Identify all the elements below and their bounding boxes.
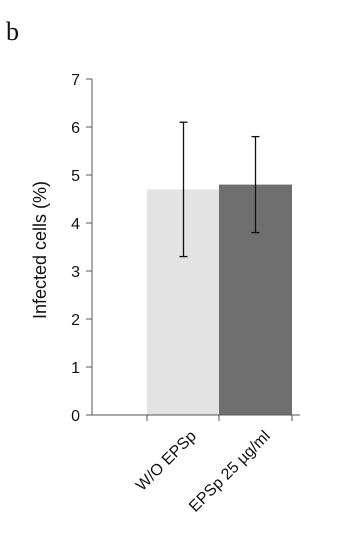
- x-category-label-1: W/O EPSp: [133, 428, 200, 495]
- x-category-label-2: EPSp 25 µg/ml: [186, 428, 274, 516]
- panel-label: b: [6, 17, 19, 46]
- y-tick-label-4: 4: [71, 216, 80, 233]
- y-tick-label-2: 2: [71, 312, 80, 329]
- y-tick-label-6: 6: [71, 120, 80, 137]
- y-tick-label-3: 3: [71, 264, 80, 281]
- y-tick-label-5: 5: [71, 168, 80, 185]
- y-axis-title: Infected cells (%): [30, 181, 50, 319]
- y-tick-label-0: 0: [71, 408, 80, 425]
- y-tick-label-1: 1: [71, 360, 80, 377]
- y-tick-label-7: 7: [71, 72, 80, 89]
